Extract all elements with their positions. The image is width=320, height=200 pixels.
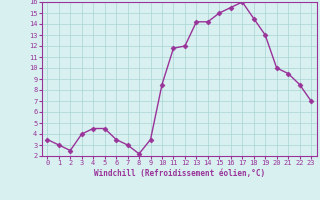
X-axis label: Windchill (Refroidissement éolien,°C): Windchill (Refroidissement éolien,°C) — [94, 169, 265, 178]
